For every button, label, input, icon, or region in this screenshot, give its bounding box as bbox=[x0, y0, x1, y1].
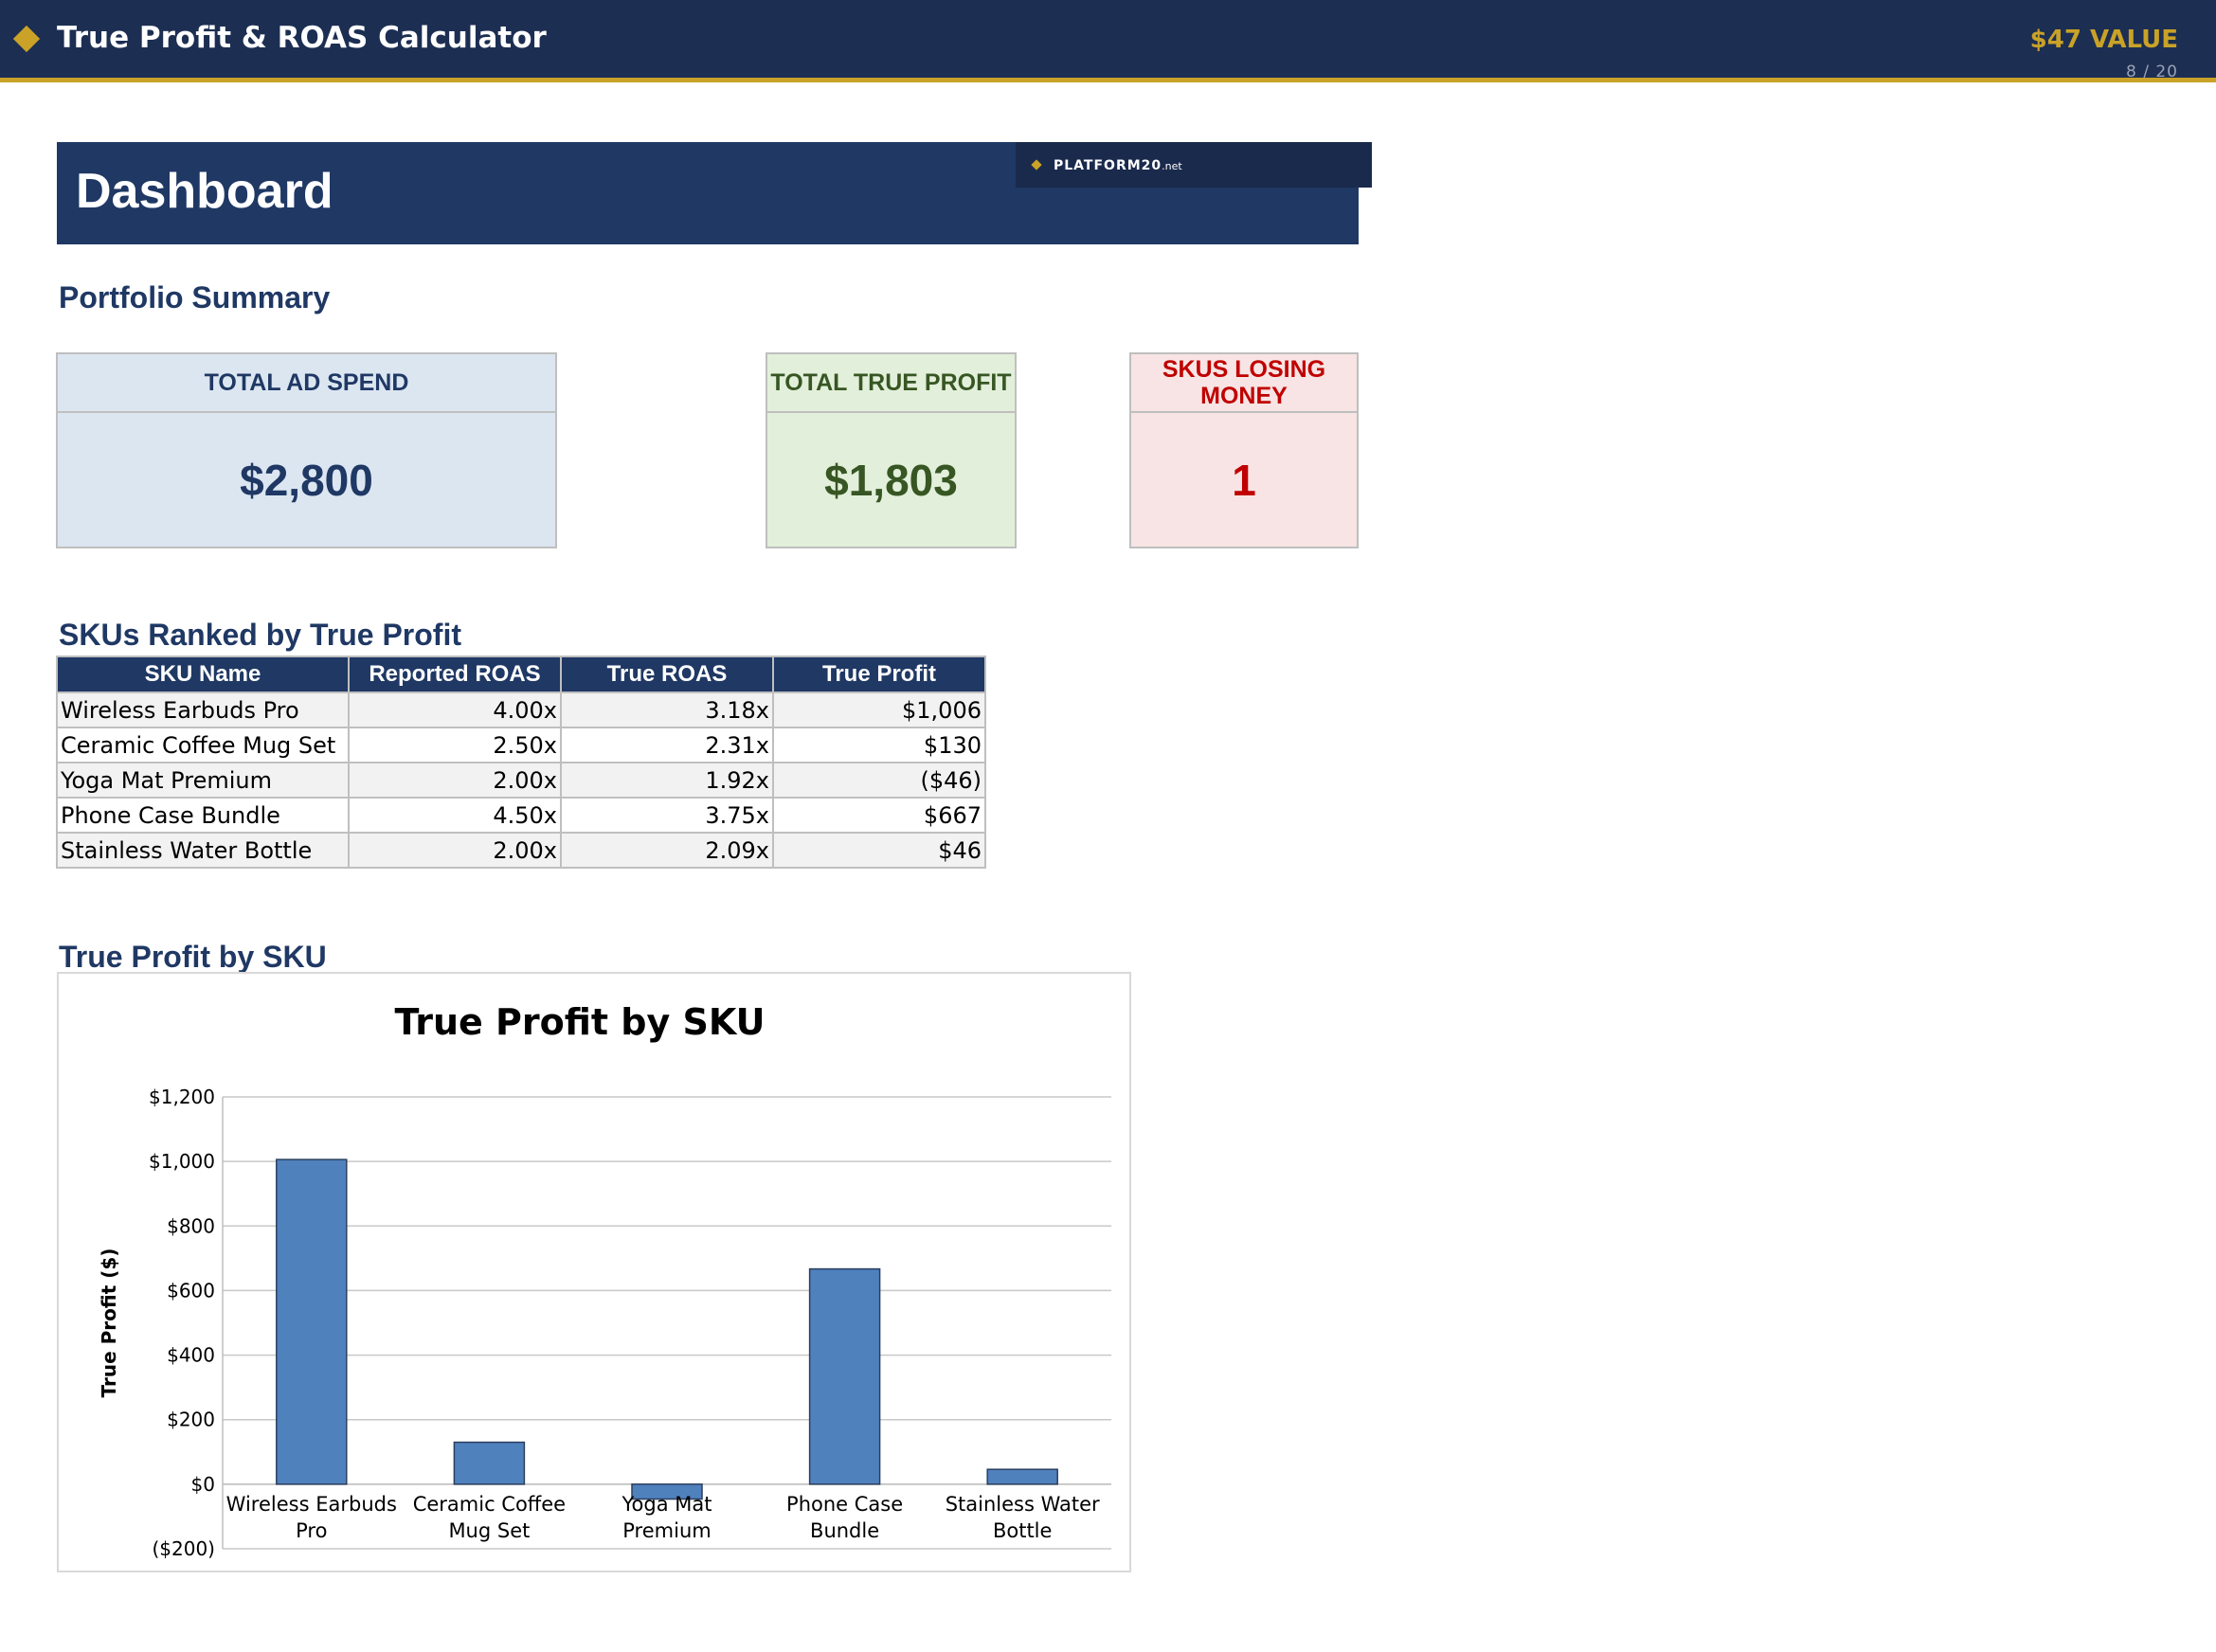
y-tick-label: $400 bbox=[167, 1344, 215, 1367]
x-tick-label: Phone Case bbox=[786, 1493, 903, 1516]
true-roas-cell: 3.18x bbox=[560, 691, 774, 728]
kpi-label: SKUS LOSING MONEY bbox=[1131, 354, 1357, 413]
value-badge: $47 VALUE bbox=[2029, 26, 2178, 54]
column-header: SKU Name bbox=[56, 655, 350, 693]
true-profit-cell: $130 bbox=[772, 727, 986, 763]
y-tick-label: $200 bbox=[167, 1409, 215, 1431]
sku-name-cell: Yoga Mat Premium bbox=[56, 762, 350, 799]
true-roas-cell: 2.09x bbox=[560, 832, 774, 869]
true-profit-chart: True Profit by SKU True Profit ($) ($200) $… bbox=[57, 972, 1131, 1572]
page-indicator: 8 / 20 bbox=[2126, 63, 2178, 81]
y-axis-label: True Profit ($) bbox=[98, 1248, 120, 1398]
x-tick-label: Stainless Water bbox=[946, 1493, 1100, 1516]
y-tick-label: $1,200 bbox=[149, 1086, 215, 1108]
column-header: True ROAS bbox=[560, 655, 774, 693]
kpi-value: $1,803 bbox=[824, 455, 958, 505]
table-row: Yoga Mat Premium 2.00x 1.92x ($46) bbox=[56, 762, 986, 799]
y-tick-label: $800 bbox=[167, 1214, 215, 1237]
table-row: Wireless Earbuds Pro 4.00x 3.18x $1,006 bbox=[56, 691, 986, 728]
app-title: True Profit & ROAS Calculator bbox=[57, 21, 547, 55]
y-tick-label: ($200) bbox=[152, 1537, 215, 1560]
logo-text: PLATFORM20 bbox=[1054, 158, 1162, 173]
sku-ranking-table: SKU Name Reported ROAS True ROAS True Pr… bbox=[56, 655, 986, 869]
table-row: Stainless Water Bottle 2.00x 2.09x $46 bbox=[56, 832, 986, 869]
reported-roas-cell: 2.50x bbox=[348, 727, 562, 763]
y-tick-label: $0 bbox=[191, 1473, 215, 1496]
column-header: True Profit bbox=[772, 655, 986, 693]
true-roas-cell: 3.75x bbox=[560, 797, 774, 834]
sku-name-cell: Phone Case Bundle bbox=[56, 797, 350, 834]
bar bbox=[276, 1158, 348, 1485]
reported-roas-cell: 2.00x bbox=[348, 832, 562, 869]
x-tick-label: Premium bbox=[622, 1519, 711, 1542]
x-tick-label: Ceramic Coffee bbox=[413, 1493, 566, 1516]
logo-suffix: .net bbox=[1162, 160, 1182, 172]
reported-roas-cell: 2.00x bbox=[348, 762, 562, 799]
x-tick-label: Mug Set bbox=[448, 1519, 530, 1542]
diamond-icon bbox=[12, 25, 41, 53]
x-tick-label: Yoga Mat bbox=[622, 1493, 712, 1516]
true-roas-cell: 1.92x bbox=[560, 762, 774, 799]
true-profit-cell: $46 bbox=[772, 832, 986, 869]
true-profit-cell: $1,006 bbox=[772, 691, 986, 728]
chart-canvas: True Profit by SKU True Profit ($) ($200) $… bbox=[98, 1001, 1111, 1560]
kpi-label: TOTAL AD SPEND bbox=[58, 354, 555, 413]
bar bbox=[808, 1267, 881, 1485]
kpi-value: 1 bbox=[1232, 455, 1256, 505]
table-row: Ceramic Coffee Mug Set 2.50x 2.31x $130 bbox=[56, 727, 986, 763]
true-profit-cell: ($46) bbox=[772, 762, 986, 799]
kpi-label: TOTAL TRUE PROFIT bbox=[767, 354, 1015, 413]
kpi-card-total-true-profit: TOTAL TRUE PROFIT $1,803 bbox=[766, 352, 1017, 548]
bar bbox=[631, 1483, 703, 1500]
x-tick-label: Pro bbox=[296, 1519, 327, 1542]
reported-roas-cell: 4.50x bbox=[348, 797, 562, 834]
y-tick-label: $600 bbox=[167, 1279, 215, 1302]
bar bbox=[986, 1468, 1058, 1485]
sku-name-cell: Stainless Water Bottle bbox=[56, 832, 350, 869]
x-tick-label: Bundle bbox=[810, 1519, 879, 1542]
table-header-row: SKU Name Reported ROAS True ROAS True Pr… bbox=[56, 655, 986, 693]
kpi-value: $2,800 bbox=[240, 455, 373, 505]
bar bbox=[453, 1441, 526, 1485]
portfolio-summary-title: Portfolio Summary bbox=[59, 280, 331, 314]
kpi-card-total-ad-spend: TOTAL AD SPEND $2,800 bbox=[56, 352, 557, 548]
top-bar: True Profit & ROAS Calculator $47 VALUE … bbox=[0, 0, 2216, 82]
true-roas-cell: 2.31x bbox=[560, 727, 774, 763]
chart-title: True Profit by SKU bbox=[394, 1001, 765, 1043]
sku-name-cell: Ceramic Coffee Mug Set bbox=[56, 727, 350, 763]
column-header: Reported ROAS bbox=[348, 655, 562, 693]
kpi-card-skus-losing-money: SKUS LOSING MONEY 1 bbox=[1129, 352, 1359, 548]
diamond-icon bbox=[1031, 159, 1042, 171]
page-title: Dashboard bbox=[76, 164, 333, 219]
true-profit-cell: $667 bbox=[772, 797, 986, 834]
x-tick-label: Bottle bbox=[993, 1519, 1052, 1542]
ranking-title: SKUs Ranked by True Profit bbox=[59, 618, 461, 652]
reported-roas-cell: 4.00x bbox=[348, 691, 562, 728]
x-tick-label: Wireless Earbuds bbox=[226, 1493, 397, 1516]
sku-name-cell: Wireless Earbuds Pro bbox=[56, 691, 350, 728]
chart-section-title: True Profit by SKU bbox=[59, 940, 327, 974]
table-row: Phone Case Bundle 4.50x 3.75x $667 bbox=[56, 797, 986, 834]
platform-logo: PLATFORM20.net bbox=[1016, 142, 1372, 188]
y-tick-label: $1,000 bbox=[149, 1150, 215, 1173]
